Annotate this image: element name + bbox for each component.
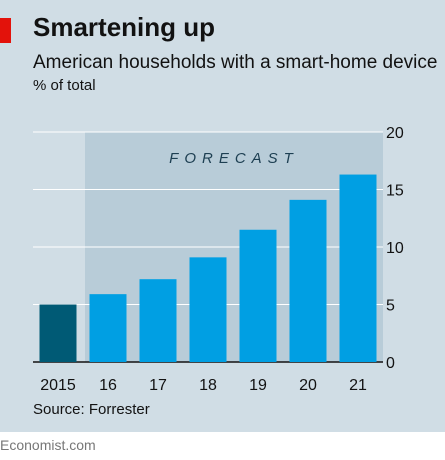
footer-credit: Economist.com bbox=[0, 437, 96, 453]
forecast-label: FORECAST bbox=[169, 150, 299, 167]
chart-unit-label: % of total bbox=[33, 77, 96, 94]
bar-18 bbox=[189, 257, 227, 362]
y-tick-label: 10 bbox=[386, 240, 404, 257]
x-tick-label: 19 bbox=[249, 377, 267, 394]
bar-chart: FORECAST 2015 16 17 18 19 20 21 0 5 10 15 20 bbox=[33, 125, 404, 394]
bar-2015 bbox=[39, 304, 77, 362]
source-note: Source: Forrester bbox=[33, 401, 150, 418]
x-tick-label: 21 bbox=[349, 377, 367, 394]
chart-title: Smartening up bbox=[33, 12, 216, 42]
y-tick-label: 5 bbox=[386, 298, 395, 315]
bar-16 bbox=[89, 294, 127, 362]
bar-17 bbox=[139, 279, 177, 362]
chart-subtitle: American households with a smart-home de… bbox=[33, 52, 438, 73]
y-tick-label: 0 bbox=[386, 355, 395, 372]
x-tick-label: 20 bbox=[299, 377, 317, 394]
bar-20 bbox=[289, 199, 327, 362]
bars bbox=[39, 174, 377, 362]
bar-21 bbox=[339, 174, 377, 362]
bar-19 bbox=[239, 229, 277, 362]
x-tick-label: 18 bbox=[199, 377, 217, 394]
x-tick-label: 2015 bbox=[40, 377, 76, 394]
x-tick-label: 16 bbox=[99, 377, 117, 394]
y-tick-labels: 0 5 10 15 20 bbox=[386, 125, 404, 372]
y-tick-label: 20 bbox=[386, 125, 404, 142]
x-tick-labels: 2015 16 17 18 19 20 21 bbox=[40, 377, 367, 394]
x-tick-label: 17 bbox=[149, 377, 167, 394]
accent-bar bbox=[0, 18, 11, 43]
y-tick-label: 15 bbox=[386, 183, 404, 200]
